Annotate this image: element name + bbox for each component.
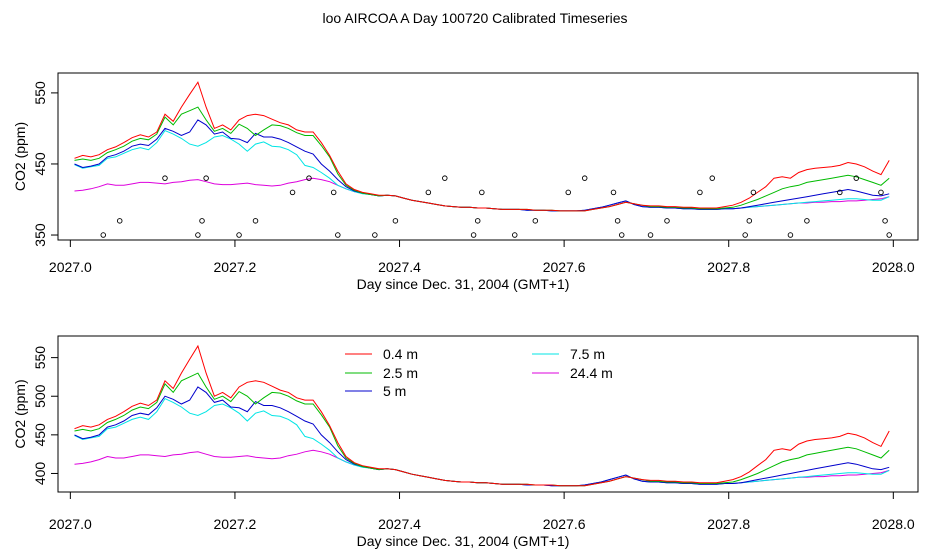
y-tick-label: 550 xyxy=(32,81,48,105)
flag-point xyxy=(100,232,107,238)
y-axis-label: CO2 (ppm) xyxy=(12,379,28,448)
x-tick-label: 2027.4 xyxy=(378,259,421,275)
plot-frame xyxy=(57,335,919,493)
bottom-panel: 2027.0 2027.2 2027.4 2027.6 2027.8 2028.0 400 4… xyxy=(12,335,919,549)
flag-point xyxy=(837,189,843,196)
flag-point xyxy=(470,232,477,238)
flag-point xyxy=(335,232,341,238)
flag-point xyxy=(425,189,432,196)
flag-point xyxy=(886,232,892,238)
x-tick-label: 2028.0 xyxy=(872,259,915,275)
flag-point xyxy=(372,232,378,238)
plot-frame xyxy=(57,72,919,241)
flag-point xyxy=(236,232,242,238)
x-tick-label: 2027.2 xyxy=(214,259,257,275)
page-title: loo AIRCOA A Day 100720 Calibrated Times… xyxy=(322,10,628,26)
x-tick-label: 2027.0 xyxy=(49,259,92,275)
x-tick-label: 2027.6 xyxy=(543,516,586,532)
flag-point xyxy=(532,218,539,224)
flag-point xyxy=(853,175,860,181)
x-tick-label: 2027.0 xyxy=(49,516,92,532)
flag-point xyxy=(882,218,888,224)
flag-point xyxy=(878,189,884,196)
flag-point xyxy=(618,232,625,238)
x-axis-label: Day since Dec. 31, 2004 (GMT+1) xyxy=(357,276,570,292)
flag-point xyxy=(697,189,703,196)
flag-point xyxy=(511,232,518,238)
series-line-2-5-m xyxy=(74,106,890,212)
flag-point xyxy=(614,218,621,224)
series-line-0-4-m xyxy=(74,344,890,487)
x-tick-label: 2028.0 xyxy=(872,516,915,532)
flag-point xyxy=(252,218,259,224)
y-tick-label: 400 xyxy=(32,462,48,486)
top-panel: 2027.0 2027.2 2027.4 2027.6 2027.8 2028.0 350 4… xyxy=(12,72,919,292)
x-tick-label: 2027.8 xyxy=(707,259,750,275)
flag-point xyxy=(116,218,123,224)
x-tick-label: 2027.8 xyxy=(707,516,750,532)
series-group xyxy=(74,81,890,212)
series-line-0-4-m xyxy=(74,81,890,212)
flag-point xyxy=(306,175,312,181)
series-line-5-m xyxy=(74,119,890,212)
flag-point xyxy=(664,218,670,224)
legend-label: 24.4 m xyxy=(570,365,613,381)
flag-point xyxy=(474,218,481,224)
y-axis-label: CO2 (ppm) xyxy=(12,122,28,191)
y-tick-label: 500 xyxy=(32,384,48,408)
flag-point xyxy=(203,175,209,181)
flag-point xyxy=(442,175,448,181)
flag-point xyxy=(479,189,485,196)
flag-point xyxy=(709,175,716,181)
legend-label: 7.5 m xyxy=(570,346,605,362)
y-tick-label: 450 xyxy=(32,152,48,176)
y-tick-label: 450 xyxy=(32,423,48,447)
series-group xyxy=(74,344,890,487)
flag-point xyxy=(804,218,810,224)
x-tick-label: 2027.4 xyxy=(378,516,421,532)
y-tick-label: 350 xyxy=(32,223,48,247)
flag-point xyxy=(610,189,617,196)
series-line-7-5-m xyxy=(74,397,890,487)
flag-point xyxy=(330,189,337,196)
series-line-2-5-m xyxy=(74,372,890,487)
legend-label: 0.4 m xyxy=(383,346,418,362)
legend-label: 5 m xyxy=(383,383,406,399)
x-tick-label: 2027.2 xyxy=(214,516,257,532)
x-axis-label: Day since Dec. 31, 2004 (GMT+1) xyxy=(357,533,570,549)
series-line-7-5-m xyxy=(74,129,890,212)
series-line-5-m xyxy=(74,386,890,487)
flag-point xyxy=(742,232,748,238)
flag-point xyxy=(750,189,757,196)
flag-point xyxy=(289,189,296,196)
flag-point xyxy=(195,232,201,238)
flag-point xyxy=(199,218,205,224)
legend-label: 2.5 m xyxy=(383,365,418,381)
y-tick-label: 550 xyxy=(32,346,48,370)
flag-point xyxy=(392,218,399,224)
flag-point xyxy=(581,175,588,181)
legend: 0.4 m 2.5 m 5 m 7.5 m 24.4 m xyxy=(345,346,613,399)
flag-point xyxy=(565,189,571,196)
flag-point xyxy=(746,218,753,224)
flag-point xyxy=(787,232,794,238)
x-tick-label: 2027.6 xyxy=(543,259,586,275)
flag-point xyxy=(647,232,654,238)
flag-point xyxy=(162,175,168,181)
